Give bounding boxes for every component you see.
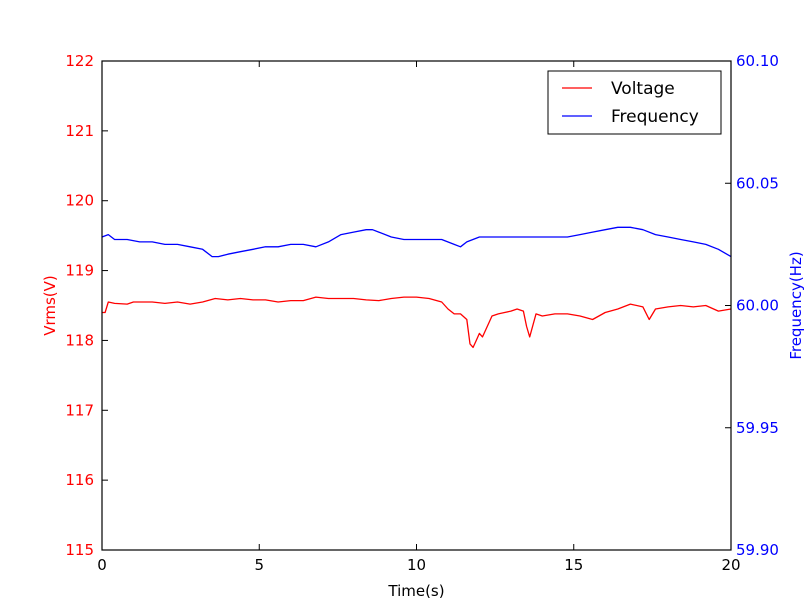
x-axis-label: Time(s) xyxy=(387,582,444,600)
legend: Voltage Frequency xyxy=(547,70,722,135)
left-y-tick-label: 119 xyxy=(65,262,94,280)
right-y-tick-label: 60.10 xyxy=(736,52,779,70)
left-y-tick-label: 122 xyxy=(65,52,94,70)
left-y-tick-label: 116 xyxy=(65,471,94,489)
x-tick-label: 10 xyxy=(407,556,426,574)
x-tick-label: 0 xyxy=(97,556,107,574)
x-tick-label: 15 xyxy=(564,556,583,574)
left-y-axis-ticks: 115 116 117 118 119 120 121 122 xyxy=(65,52,108,559)
series-line-frequency xyxy=(101,226,732,258)
left-y-tick-label: 117 xyxy=(65,401,94,419)
plot-area xyxy=(101,226,732,349)
x-tick-label: 5 xyxy=(254,556,264,574)
left-y-axis-label: Vrms(V) xyxy=(41,275,59,336)
legend-box xyxy=(547,70,722,135)
x-tick-label: 20 xyxy=(721,556,740,574)
legend-frequency-label: Frequency xyxy=(611,107,699,127)
right-y-tick-label: 59.95 xyxy=(736,419,779,437)
right-y-tick-label: 60.00 xyxy=(736,297,779,315)
legend-voltage-label: Voltage xyxy=(611,79,675,99)
right-y-tick-label: 60.05 xyxy=(736,174,779,192)
left-y-tick-label: 118 xyxy=(65,331,94,349)
right-y-tick-label: 59.90 xyxy=(736,541,779,559)
plot-frame xyxy=(101,60,732,551)
right-y-axis-ticks: 59.90 59.95 60.00 60.05 60.10 xyxy=(725,52,779,559)
left-y-tick-label: 115 xyxy=(65,541,94,559)
left-y-tick-label: 120 xyxy=(65,192,94,210)
right-y-axis-label: Frequency(Hz) xyxy=(787,251,805,359)
left-y-tick-label: 121 xyxy=(65,122,94,140)
series-line-voltage xyxy=(102,296,732,349)
